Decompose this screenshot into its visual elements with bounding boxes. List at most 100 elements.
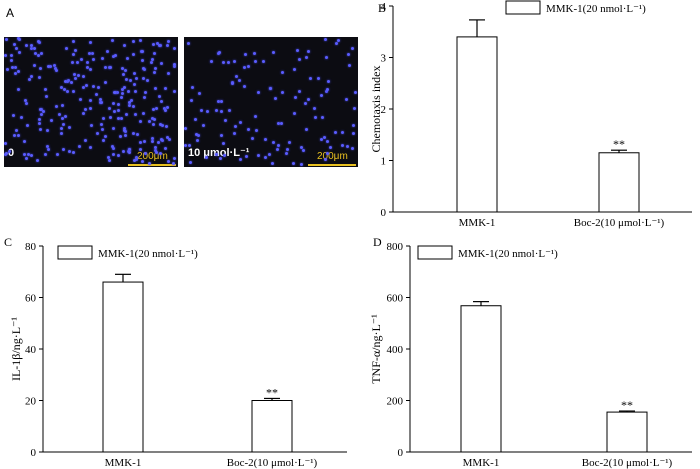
stained-cell — [150, 117, 154, 120]
stained-cell — [63, 88, 67, 92]
stained-cell — [190, 85, 194, 89]
stained-cell — [128, 104, 131, 108]
stained-cell — [173, 90, 176, 94]
stained-cell — [307, 49, 311, 53]
stained-cell — [60, 116, 64, 120]
stained-cell — [268, 152, 272, 156]
stained-cell — [67, 126, 71, 130]
stained-cell — [272, 140, 276, 144]
stained-cell — [187, 143, 191, 147]
stained-cell — [39, 112, 43, 116]
stained-cell — [66, 90, 69, 94]
stained-cell — [96, 85, 100, 89]
stained-cell — [292, 112, 296, 116]
stained-cell — [15, 47, 19, 50]
stained-cell — [166, 106, 170, 109]
condition-label: 10 μmol·L⁻¹ — [188, 147, 250, 159]
stained-cell — [149, 61, 153, 64]
stained-cell — [160, 62, 164, 66]
stained-cell — [120, 96, 124, 99]
stained-cell — [320, 116, 324, 120]
stained-cell — [285, 152, 288, 156]
stained-cell — [103, 81, 107, 85]
legend-label: MMK-1(20 nmol·L⁻¹) — [98, 248, 198, 260]
stained-cell — [47, 148, 51, 152]
stained-cell — [288, 141, 291, 144]
y-tick-label: 0 — [31, 447, 37, 459]
stained-cell — [276, 147, 280, 151]
stained-cell — [243, 53, 247, 57]
stained-cell — [134, 77, 138, 81]
stained-cell — [219, 110, 223, 113]
stained-cell — [286, 147, 290, 151]
stained-cell — [136, 133, 140, 137]
stained-cell — [62, 148, 66, 152]
stained-cell — [217, 100, 221, 104]
significance-marker: ** — [266, 385, 278, 399]
stained-cell — [60, 104, 64, 107]
stained-cell — [61, 123, 65, 126]
stained-cell — [305, 55, 308, 59]
stained-cell — [46, 128, 50, 132]
stained-cell — [71, 39, 75, 43]
stained-cell — [88, 99, 92, 103]
stained-cell — [135, 156, 139, 160]
stained-cell — [38, 117, 41, 121]
stained-cell — [227, 108, 231, 112]
legend-swatch — [417, 245, 453, 260]
stained-cell — [142, 111, 145, 115]
stained-cell — [10, 54, 14, 58]
stained-cell — [352, 106, 356, 110]
stained-cell — [124, 68, 128, 72]
stained-cell — [60, 127, 64, 131]
stained-cell — [11, 114, 15, 118]
stained-cell — [4, 53, 8, 57]
stained-cell — [140, 58, 144, 62]
stained-cell — [73, 72, 76, 76]
stained-cell — [108, 66, 112, 70]
stained-cell — [327, 80, 331, 84]
stained-cell — [324, 90, 328, 94]
stained-cell — [88, 107, 92, 111]
stained-cell — [325, 56, 329, 59]
stained-cell — [127, 101, 131, 105]
y-tick-label: 400 — [387, 344, 404, 356]
scale-bar-label: 200μm — [137, 151, 168, 162]
stained-cell — [113, 90, 117, 94]
stained-cell — [113, 54, 117, 58]
stained-cell — [28, 77, 32, 81]
stained-cell — [217, 50, 221, 54]
stained-cell — [167, 40, 170, 44]
stained-cell — [264, 137, 268, 141]
stained-cell — [16, 134, 20, 138]
stained-cell — [219, 100, 223, 104]
stained-cell — [223, 119, 227, 122]
stained-cell — [295, 49, 299, 53]
stained-cell — [24, 101, 28, 105]
stained-cell — [154, 107, 158, 111]
stained-cell — [167, 137, 171, 141]
stained-cell — [88, 41, 92, 45]
stained-cell — [17, 50, 21, 54]
panel-letter: D — [373, 235, 382, 249]
stained-cell — [123, 85, 127, 89]
stained-cell — [255, 128, 259, 132]
stained-cell — [139, 38, 143, 42]
stained-cell — [117, 116, 121, 120]
stained-cell — [351, 146, 355, 150]
stained-cell — [256, 153, 260, 157]
stained-cell — [155, 41, 159, 45]
stained-cell — [271, 51, 275, 55]
stained-cell — [116, 91, 120, 95]
stained-cell — [294, 95, 297, 99]
stained-cell — [334, 131, 338, 135]
stained-cell — [157, 43, 161, 47]
stained-cell — [13, 42, 17, 46]
stained-cell — [194, 117, 198, 121]
stained-cell — [49, 65, 53, 69]
stained-cell — [79, 57, 83, 61]
stained-cell — [124, 130, 128, 133]
stained-cell — [14, 66, 18, 69]
stained-cell — [151, 42, 155, 46]
